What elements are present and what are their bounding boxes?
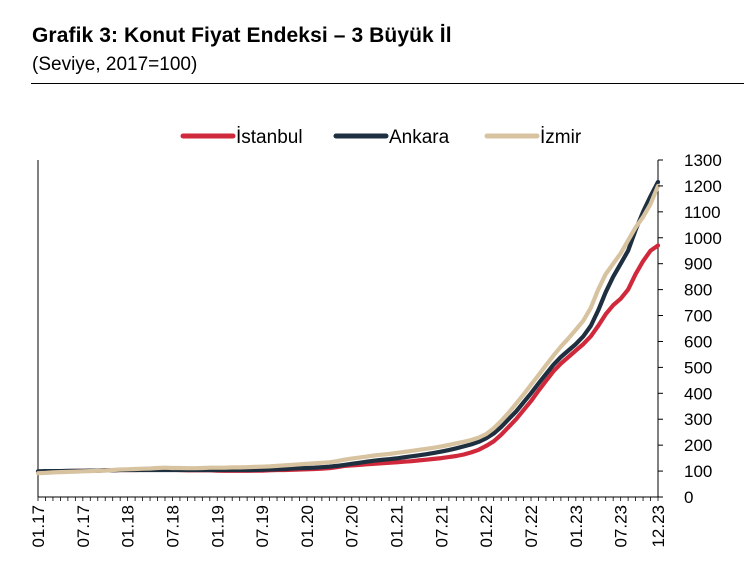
- chart-subtitle: (Seviye, 2017=100): [32, 54, 198, 75]
- y-tick-label: 800: [684, 281, 712, 300]
- y-tick-label: 900: [684, 255, 712, 274]
- title-divider: [31, 83, 744, 84]
- y-tick-label: 200: [684, 436, 712, 455]
- x-tick-label: 01.21: [388, 505, 407, 548]
- x-tick-label: 01.18: [119, 505, 138, 548]
- x-tick-label: 07.23: [612, 505, 631, 548]
- legend-label: İstanbul: [236, 127, 303, 148]
- y-axis-ticks: 0 100 200 300 400 500 600 700 800 900 1000 1100 1200…: [658, 151, 722, 507]
- legend-item: İstanbul: [180, 127, 303, 148]
- y-tick-label: 100: [684, 462, 712, 481]
- legend: İstanbul Ankara İzmir: [180, 127, 582, 148]
- series-layer: [35, 179, 661, 476]
- x-tick-label: 07.19: [253, 505, 272, 548]
- series-line-izmir: [35, 183, 661, 476]
- x-tick-label: 07.20: [343, 505, 362, 548]
- y-tick-label: 1200: [684, 177, 722, 196]
- legend-label: Ankara: [389, 127, 450, 148]
- y-tick-label: 1300: [684, 151, 722, 170]
- legend-label: İzmir: [540, 127, 582, 148]
- series-line-ankara: [35, 179, 661, 474]
- plot-frame: [37, 160, 659, 498]
- x-tick-label: 07.17: [74, 505, 93, 548]
- chart-title: Grafik 3: Konut Fiyat Endeksi – 3 Büyük …: [32, 24, 452, 47]
- y-tick-label: 600: [684, 332, 712, 351]
- y-tick-label: 1000: [684, 229, 722, 248]
- y-tick-label: 400: [684, 384, 712, 403]
- y-tick-label: 300: [684, 410, 712, 429]
- x-tick-label: 01.23: [567, 505, 586, 548]
- legend-item: Ankara: [333, 127, 450, 148]
- x-tick-label: 01.20: [298, 505, 317, 548]
- legend-item: İzmir: [484, 127, 582, 148]
- x-tick-label: 01.17: [29, 505, 48, 548]
- y-tick-label: 700: [684, 307, 712, 326]
- x-tick-label: 07.22: [522, 505, 541, 548]
- x-tick-label: 01.22: [477, 505, 496, 548]
- y-tick-label: 0: [684, 488, 693, 507]
- series-line-istanbul: [35, 243, 661, 474]
- y-tick-label: 1100: [684, 203, 721, 222]
- y-tick-label: 500: [684, 358, 712, 377]
- x-tick-label: 12.23: [649, 505, 668, 548]
- x-tick-label: 07.18: [163, 505, 182, 548]
- x-tick-label: 07.21: [432, 505, 451, 548]
- x-tick-label: 01.19: [208, 505, 227, 548]
- x-axis-ticks: 01.17 07.17 01.18 07.18 01.19 07.19 01.20 07.20…: [29, 497, 668, 548]
